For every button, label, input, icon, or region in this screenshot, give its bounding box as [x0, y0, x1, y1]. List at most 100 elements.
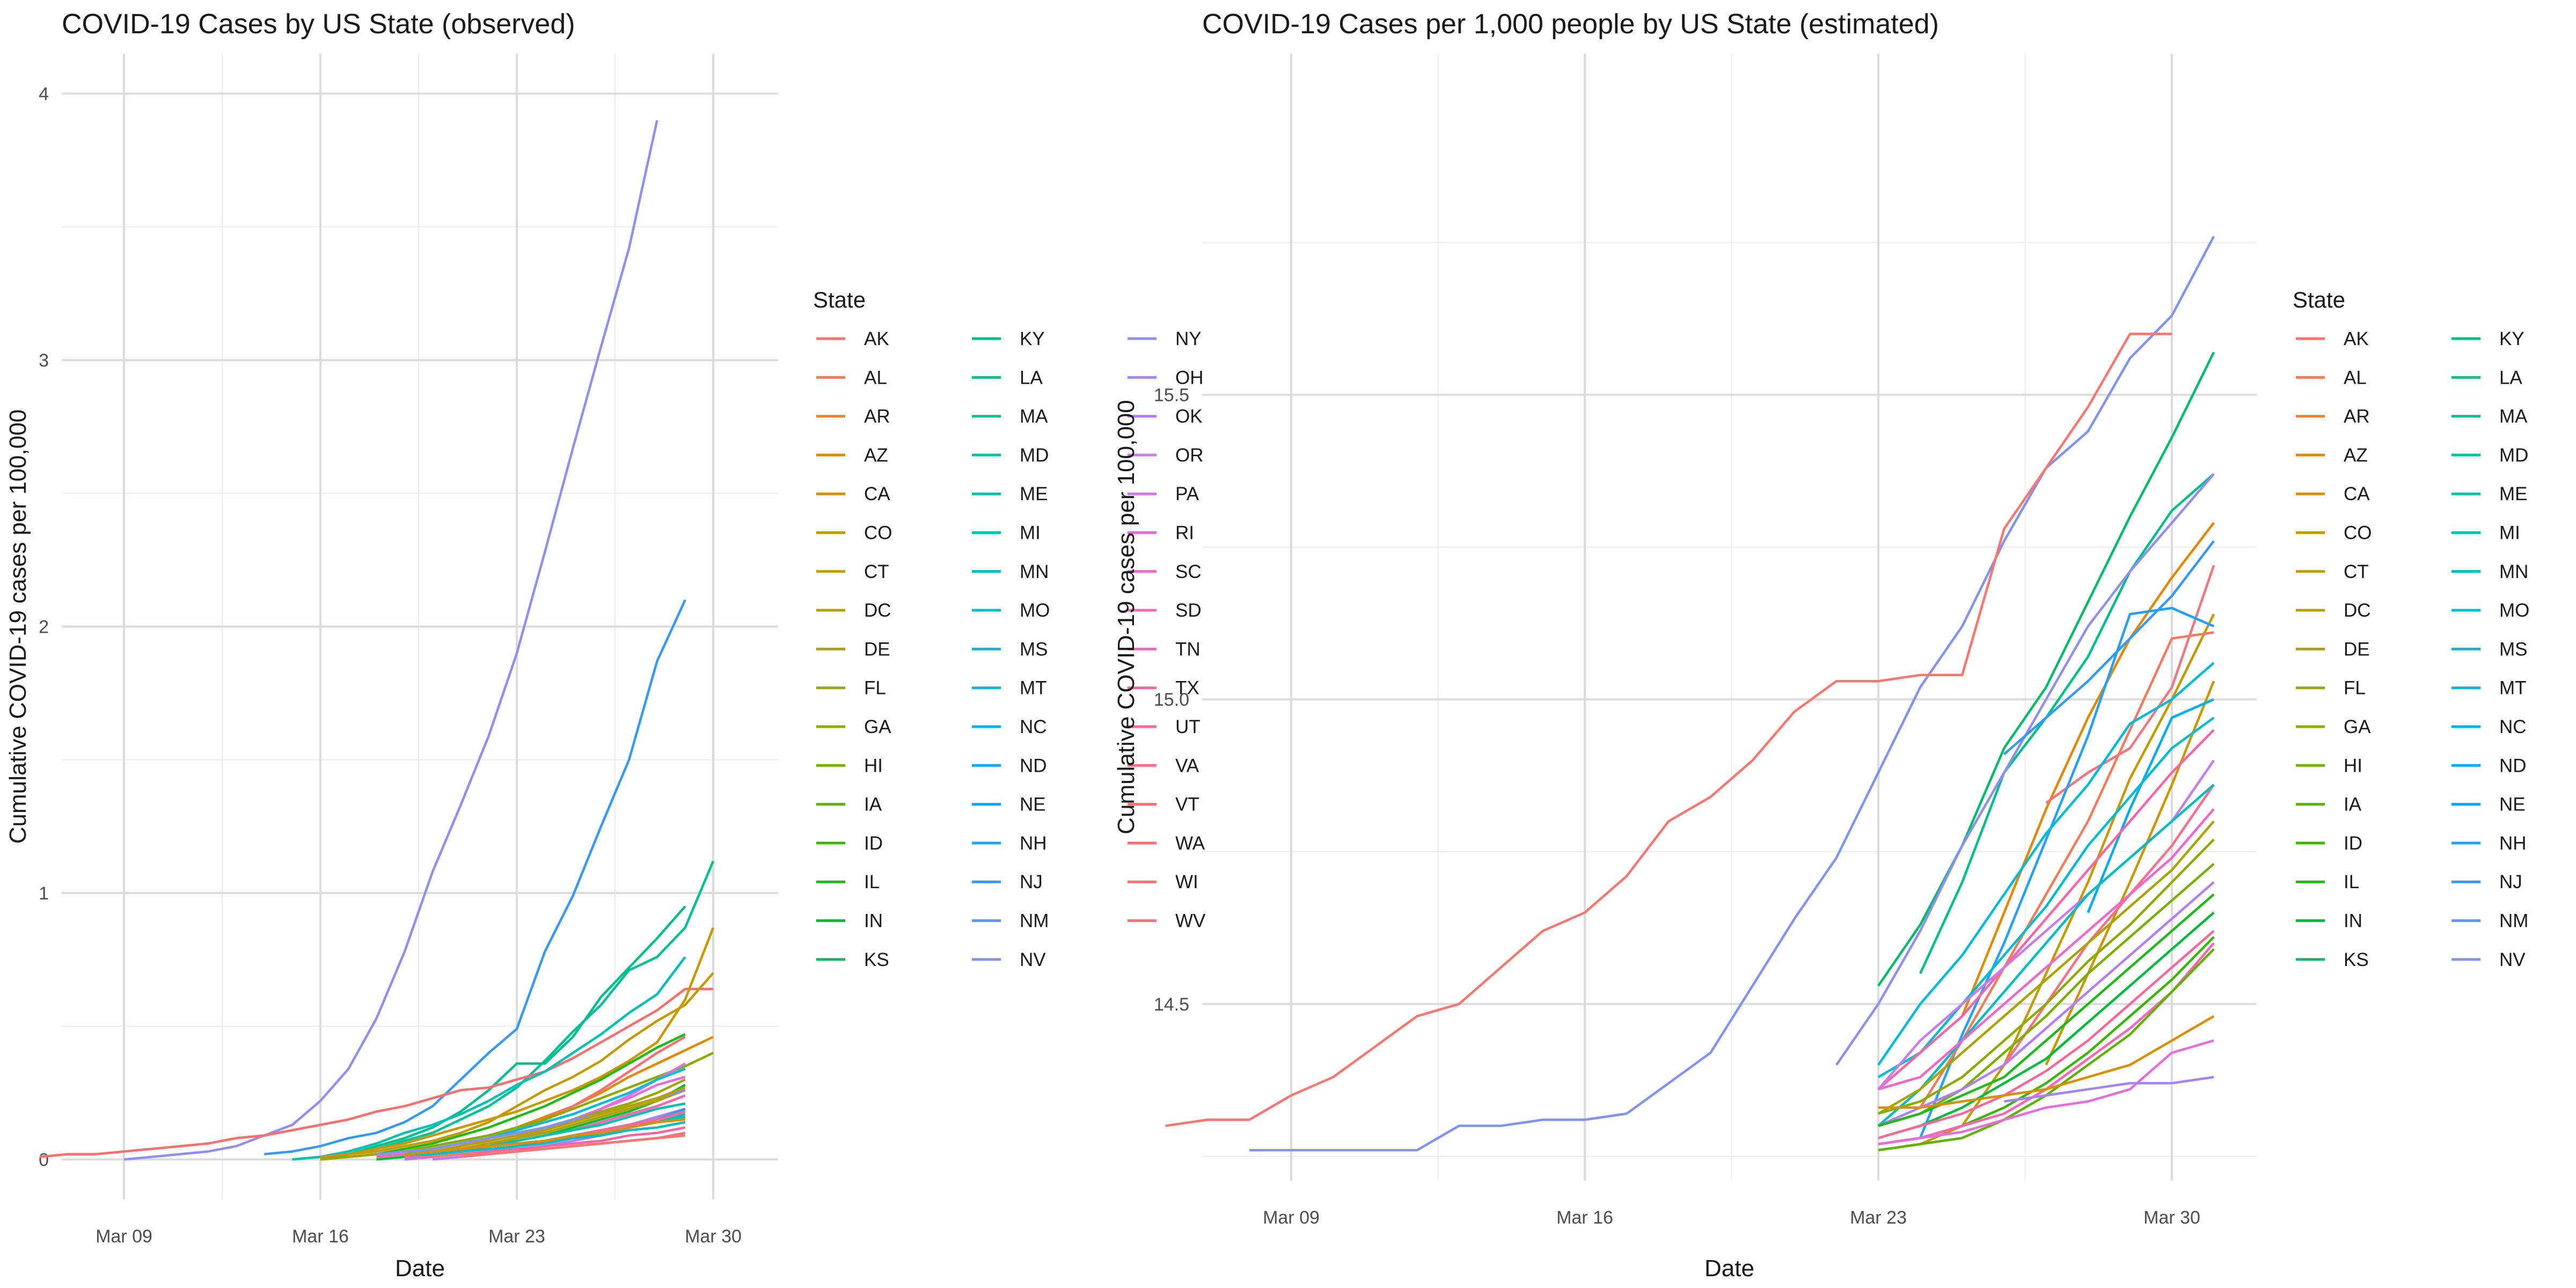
legend-label: MT: [1020, 678, 1047, 699]
legend-item-al: AL: [2296, 367, 2367, 388]
legend-item-fl: FL: [816, 678, 886, 699]
legend-label: VT: [1175, 794, 1199, 815]
legend-label: ID: [864, 833, 883, 854]
series-line-ga: [1878, 838, 2215, 1115]
legend-label: MN: [2499, 561, 2528, 582]
legend-label: GA: [2344, 716, 2371, 737]
legend-label: PA: [1175, 484, 1199, 504]
series-line-ms: [1877, 662, 2215, 1066]
legend-item-me: ME: [972, 484, 1048, 504]
legend-item-al: AL: [816, 367, 887, 388]
series-line-ct: [292, 972, 714, 1161]
legend-label: OK: [1175, 406, 1203, 427]
legend-label: WA: [1175, 833, 1205, 854]
legend-label: NY: [1175, 328, 1202, 349]
legend-item-ks: KS: [2296, 949, 2369, 970]
legend-label: NV: [1020, 949, 1046, 970]
legend-item-in: IN: [816, 911, 883, 932]
legend-label: NH: [2499, 833, 2527, 854]
legend-label: CO: [2344, 523, 2372, 544]
legend-item-de: DE: [2296, 639, 2370, 660]
legend-label: RI: [1175, 523, 1194, 544]
legend-item-dc: DC: [2296, 600, 2371, 621]
legend-item-in: IN: [2296, 911, 2362, 932]
y-tick-label: 4: [39, 84, 49, 104]
series-line-nh: [1919, 606, 2214, 1139]
series-line-ak: [1165, 332, 2172, 1128]
legend-item-ct: CT: [816, 561, 889, 582]
legend-item-ma: MA: [2451, 406, 2528, 427]
legend-item-mn: MN: [2451, 561, 2528, 582]
y-axis-label: Cumulative COVID-19 cases per 100,000: [1113, 400, 1139, 835]
legend-item-mo: MO: [2451, 600, 2529, 621]
grid: [1202, 54, 2257, 1181]
series-line-ut: [1878, 930, 2215, 1139]
chart-title: COVID-19 Cases by US State (observed): [62, 9, 575, 40]
legend-label: HI: [2344, 755, 2362, 776]
legend-label: ND: [2499, 755, 2527, 776]
legend-label: IN: [2344, 911, 2362, 932]
legend-label: ND: [1020, 755, 1047, 776]
series-line-co: [320, 927, 715, 1158]
series-line-nj: [2003, 540, 2215, 756]
legend-label: NE: [1020, 794, 1046, 815]
legend-item-az: AZ: [2296, 445, 2368, 466]
legend-item-il: IL: [816, 872, 880, 892]
legend-item-nc: NC: [2451, 716, 2527, 737]
legend-label: OH: [1175, 367, 1204, 388]
legend-item-hi: HI: [2296, 755, 2362, 776]
legend-item-vt: VT: [1128, 794, 1199, 815]
legend-label: ME: [2499, 484, 2528, 504]
legend-label: MD: [1020, 445, 1049, 466]
legend-label: MI: [2499, 523, 2520, 544]
legend-label: AR: [864, 406, 890, 427]
legend-item-nh: NH: [972, 833, 1047, 854]
legend-item-ny: NY: [1128, 328, 1202, 349]
legend-item-ct: CT: [2296, 561, 2369, 582]
series-line-sc: [1878, 808, 2215, 1091]
grid: [62, 54, 778, 1199]
legend-item-id: ID: [816, 833, 883, 854]
legend-item-ks: KS: [816, 949, 889, 970]
x-tick-label: Mar 23: [488, 1226, 545, 1247]
legend-item-co: CO: [2296, 523, 2372, 544]
legend-label: AK: [864, 328, 889, 349]
legend-item-mn: MN: [972, 561, 1049, 582]
legend-label: SC: [1175, 561, 1202, 582]
x-tick-label: Mar 16: [292, 1226, 349, 1247]
series-line-ca: [1878, 1015, 2215, 1109]
legend-item-ne: NE: [2451, 794, 2526, 815]
legend-item-ia: IA: [816, 794, 882, 815]
series-lines: [1165, 236, 2215, 1152]
legend-item-nm: NM: [972, 911, 1049, 932]
legend-label: MS: [2499, 639, 2528, 660]
series-line-il: [1878, 893, 2215, 1127]
legend-item-ky: KY: [972, 328, 1045, 349]
legend-item-nh: NH: [2451, 833, 2527, 854]
legend-item-sd: SD: [1128, 600, 1202, 621]
legend-label: AL: [2344, 367, 2367, 388]
legend-item-il: IL: [2296, 872, 2359, 892]
legend-label: CO: [864, 523, 892, 544]
y-tick-label: 0: [39, 1150, 49, 1170]
legend-item-nd: ND: [972, 755, 1047, 776]
legend-item-va: VA: [1128, 755, 1199, 776]
legend-item-ia: IA: [2296, 794, 2362, 815]
legend-item-oh: OH: [1128, 367, 1204, 388]
legend-item-ga: GA: [816, 716, 891, 737]
series-line-ok: [1878, 881, 2215, 1127]
series-line-nd: [2087, 698, 2215, 913]
legend-item-ok: OK: [1128, 406, 1203, 427]
series-line-az: [1961, 522, 2215, 1017]
legend-item-nv: NV: [972, 949, 1046, 970]
legend-label: FL: [2344, 678, 2366, 699]
legend-label: LA: [1020, 367, 1043, 388]
legend-label: NC: [2499, 716, 2527, 737]
legend-title: State: [813, 287, 866, 312]
legend-label: DE: [2344, 639, 2370, 660]
legend-label: WV: [1175, 911, 1206, 932]
legend-item-nm: NM: [2451, 911, 2528, 932]
series-line-mi: [292, 956, 686, 1161]
legend-item-ar: AR: [816, 406, 890, 427]
legend-item-hi: HI: [816, 755, 883, 776]
